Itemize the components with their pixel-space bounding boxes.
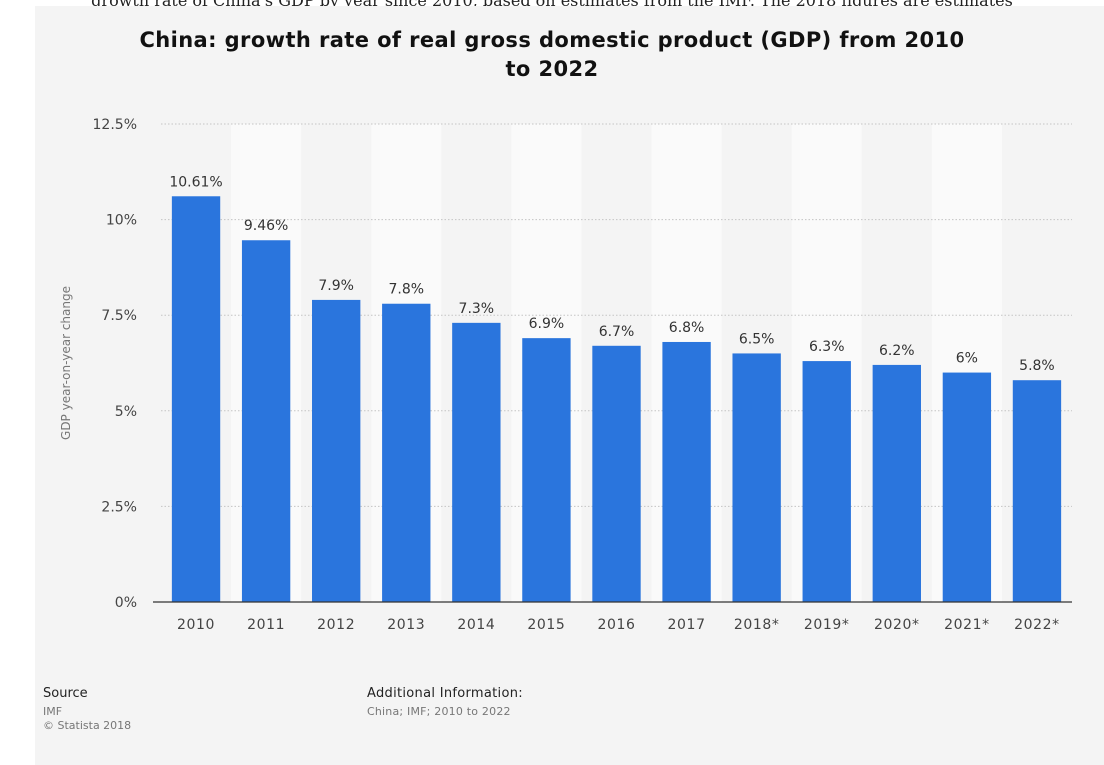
data-label: 7.3% — [459, 301, 495, 317]
x-tick-label: 2017 — [668, 617, 706, 633]
bar — [312, 299, 361, 602]
bar — [171, 196, 221, 602]
y-tick-label: 12.5% — [93, 117, 137, 133]
data-label: 9.46% — [244, 218, 288, 234]
bar — [942, 372, 992, 602]
additional-info-text: China; IMF; 2010 to 2022 — [367, 705, 511, 718]
data-label: 6.2% — [879, 343, 915, 359]
data-label: 6.8% — [669, 320, 705, 336]
bar-chart: 0% 2.5% 5% 7.5% 10% 12.5% 10.61% 2010 9.46% 2011 7… — [93, 117, 1072, 633]
bar — [592, 345, 641, 602]
x-tick-label: 2022* — [1014, 617, 1060, 633]
chart-title-line-2: to 2022 — [505, 57, 599, 81]
y-axis-label: GDP year-on-year change — [59, 286, 73, 440]
y-tick-label: 0% — [115, 595, 137, 611]
data-label: 6.5% — [739, 331, 775, 347]
bar — [1012, 380, 1062, 602]
copyright: © Statista 2018 — [43, 719, 132, 732]
source-name: IMF — [43, 705, 63, 718]
bar — [662, 341, 711, 602]
x-tick-label: 2021* — [944, 617, 990, 633]
data-label: 6.7% — [599, 324, 635, 340]
data-label: 6.9% — [529, 316, 565, 332]
data-label: 10.61% — [169, 174, 222, 190]
y-tick-label: 2.5% — [101, 499, 137, 515]
x-tick-label: 2010 — [177, 617, 215, 633]
x-tick-label: 2013 — [387, 617, 425, 633]
bar — [872, 364, 921, 602]
source-heading: Source — [43, 686, 88, 701]
data-label: 6% — [956, 351, 978, 367]
y-tick-label: 5% — [115, 404, 137, 420]
data-label: 7.8% — [388, 282, 424, 298]
bar — [802, 361, 851, 602]
x-tick-label: 2014 — [457, 617, 495, 633]
bar — [732, 353, 781, 602]
x-tick-label: 2019* — [804, 617, 850, 633]
chart-title-line-1: China: growth rate of real gross domesti… — [139, 28, 965, 52]
bar — [382, 303, 431, 602]
y-tick-label: 7.5% — [101, 308, 137, 324]
y-tick-label: 10% — [106, 213, 137, 229]
bar — [452, 322, 501, 602]
bar — [522, 338, 571, 602]
chart-title: China: growth rate of real gross domesti… — [0, 26, 1104, 84]
bar — [241, 240, 291, 602]
additional-info-heading[interactable]: Additional Information: — [367, 686, 523, 701]
x-tick-label: 2018* — [734, 617, 780, 633]
x-tick-label: 2020* — [874, 617, 920, 633]
x-tick-label: 2015 — [527, 617, 565, 633]
x-tick-label: 2011 — [247, 617, 285, 633]
data-label: 5.8% — [1019, 358, 1055, 374]
data-label: 7.9% — [318, 278, 354, 294]
x-tick-label: 2016 — [597, 617, 635, 633]
x-tick-label: 2012 — [317, 617, 355, 633]
data-label: 6.3% — [809, 339, 845, 355]
cropped-page-text: growth rate of China's GDP by year since… — [91, 0, 1013, 10]
